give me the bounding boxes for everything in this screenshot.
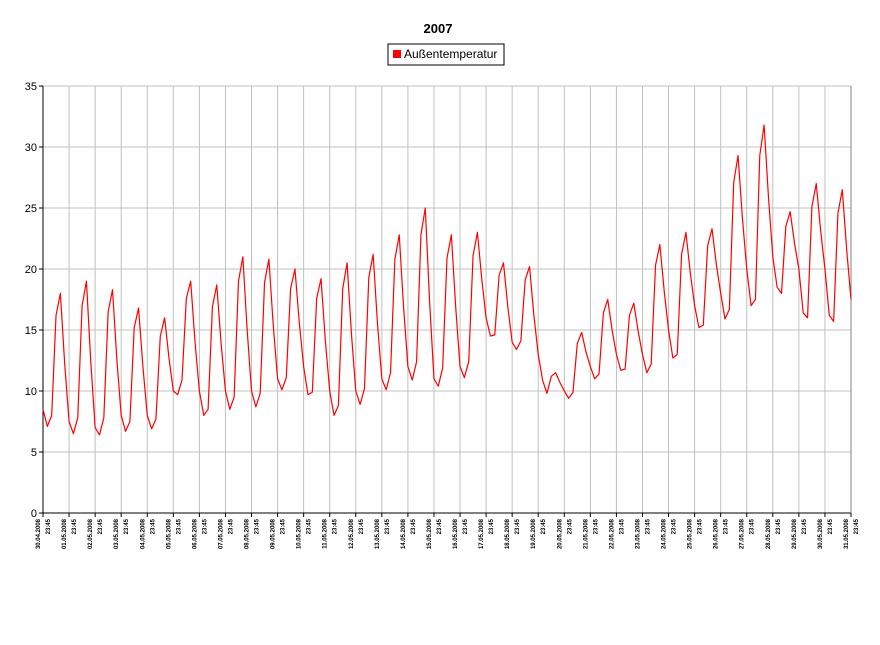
x-tick-label: 23.05.2008 23:45 xyxy=(635,518,651,549)
y-tick-label: 25 xyxy=(25,203,37,215)
x-tick-label: 27.05.2008 23:45 xyxy=(740,518,756,549)
x-tick-label: 13.05.2008 23:45 xyxy=(375,518,391,549)
legend-box xyxy=(387,43,505,66)
y-tick-label: 15 xyxy=(25,325,37,337)
x-tick-label: 18.05.2008 23:45 xyxy=(505,518,521,549)
x-tick-label: 24.05.2008 23:45 xyxy=(662,518,678,549)
x-tick-label: 17.05.2008 23:45 xyxy=(479,518,495,549)
legend-swatch xyxy=(393,50,401,58)
y-tick-label: 35 xyxy=(25,81,37,93)
x-tick-label: 12.05.2008 23:45 xyxy=(349,518,365,549)
x-tick-label: 26.05.2008 23:45 xyxy=(714,518,730,549)
y-tick-label: 30 xyxy=(25,142,37,154)
x-tick-label: 31.05.2008 23:45 xyxy=(844,518,860,549)
legend: Außentemperatur xyxy=(387,43,505,66)
x-tick-label: 15.05.2008 23:45 xyxy=(427,518,443,549)
x-tick-label: 21.05.2008 23:45 xyxy=(583,518,599,549)
x-tick-label: 19.05.2008 23:45 xyxy=(531,518,547,549)
data-line xyxy=(42,124,852,436)
x-tick-label: 30.05.2008 23:45 xyxy=(818,518,834,549)
chart-title: 2007 xyxy=(424,21,453,36)
x-tick-label: 28.05.2008 23:45 xyxy=(766,518,782,549)
x-tick-label: 30.04.2008 23:45 xyxy=(36,518,52,549)
x-tick-label: 16.05.2008 23:45 xyxy=(453,518,469,549)
x-tick-label: 01.05.2008 23:45 xyxy=(62,518,78,549)
x-tick-label: 22.05.2008 23:45 xyxy=(609,518,625,549)
x-tick-label: 29.05.2008 23:45 xyxy=(792,518,808,549)
x-tick-label: 06.05.2008 23:45 xyxy=(192,518,208,549)
x-tick-label: 25.05.2008 23:45 xyxy=(688,518,704,549)
x-tick-label: 02.05.2008 23:45 xyxy=(88,518,104,549)
x-tick-label: 14.05.2008 23:45 xyxy=(401,518,417,549)
y-tick-label: 20 xyxy=(25,264,37,276)
x-tick-label: 05.05.2008 23:45 xyxy=(166,518,182,549)
x-tick-label: 03.05.2008 23:45 xyxy=(114,518,130,549)
x-tick-label: 10.05.2008 23:45 xyxy=(297,518,313,549)
x-tick-label: 11.05.2008 23:45 xyxy=(323,518,339,548)
x-tick-label: 20.05.2008 23:45 xyxy=(557,518,573,549)
x-tick-label: 07.05.2008 23:45 xyxy=(218,518,234,549)
legend-label: Außentemperatur xyxy=(404,47,497,61)
y-tick-label: 10 xyxy=(25,386,37,398)
y-tick-label: 0 xyxy=(31,508,37,520)
x-tick-label: 08.05.2008 23:45 xyxy=(245,518,261,549)
x-tick-label: 09.05.2008 23:45 xyxy=(271,518,287,549)
y-tick-label: 5 xyxy=(31,447,37,459)
x-tick-label: 04.05.2008 23:45 xyxy=(140,518,156,549)
